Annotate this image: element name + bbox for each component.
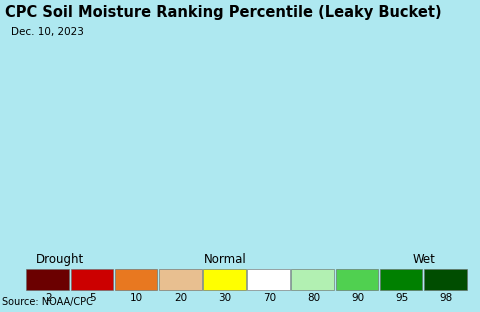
Text: CPC Soil Moisture Ranking Percentile (Leaky Bucket): CPC Soil Moisture Ranking Percentile (Le… [5,5,442,20]
Text: 20: 20 [174,293,188,303]
Text: Wet: Wet [412,253,435,266]
Text: 95: 95 [395,293,408,303]
Bar [159,269,202,290]
Bar [380,269,422,290]
Text: Source: NOAA/CPC: Source: NOAA/CPC [2,297,93,307]
Text: 10: 10 [130,293,144,303]
Bar [424,269,467,290]
Text: 90: 90 [351,293,364,303]
Text: Drought: Drought [36,253,84,266]
Bar [115,269,157,290]
Text: Dec. 10, 2023: Dec. 10, 2023 [11,27,84,37]
Bar [203,269,246,290]
Text: 80: 80 [307,293,320,303]
Bar [291,269,334,290]
Bar [71,269,113,290]
Text: Normal: Normal [204,253,247,266]
Text: 30: 30 [218,293,232,303]
Text: 5: 5 [89,293,96,303]
Bar [247,269,290,290]
Bar [336,269,378,290]
Bar [26,269,69,290]
Text: 70: 70 [263,293,276,303]
Text: 98: 98 [439,293,453,303]
Text: 2: 2 [45,293,52,303]
